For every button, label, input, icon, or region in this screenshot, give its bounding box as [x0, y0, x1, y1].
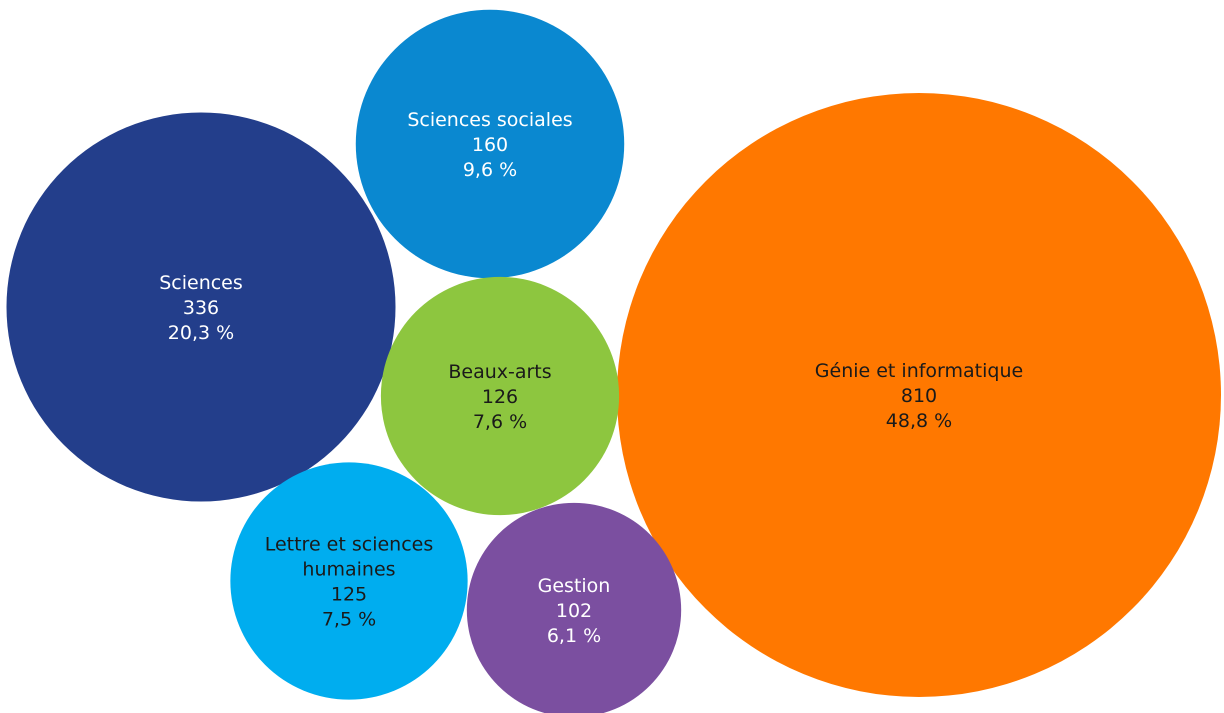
value-label-genie-et-informatique: 810 [901, 385, 937, 407]
bubble-circle-gestion [466, 502, 682, 713]
percent-label-sciences: 20,3 % [168, 322, 234, 344]
category-label-gestion: Gestion [538, 575, 611, 597]
value-label-gestion: 102 [556, 600, 592, 622]
value-label-sciences: 336 [183, 297, 219, 319]
value-label-lettre-et-sciences-humaines: 125 [331, 584, 367, 606]
value-label-beaux-arts: 126 [482, 386, 518, 408]
bubble-circle-sciences-sociales [355, 9, 625, 279]
bubble-circle-genie-et-informatique [617, 93, 1221, 697]
bubble-sciences: Sciences 336 20,3 % [6, 112, 396, 502]
value-label-sciences-sociales: 160 [472, 134, 508, 156]
bubble-beaux-arts: Beaux-arts 126 7,6 % [380, 276, 620, 516]
percent-label-beaux-arts: 7,6 % [473, 411, 527, 433]
category-label-lettre-et-sciences-humaines: Lettre et sciences [265, 534, 434, 556]
bubble-lettre-et-sciences-humaines: Lettre et sciences humaines 125 7,5 % [230, 462, 468, 700]
category-label-lettre-et-sciences-humaines: humaines [302, 559, 395, 581]
category-label-beaux-arts: Beaux-arts [448, 361, 551, 383]
percent-label-sciences-sociales: 9,6 % [463, 159, 517, 181]
percent-label-lettre-et-sciences-humaines: 7,5 % [322, 609, 376, 631]
category-label-genie-et-informatique: Génie et informatique [815, 360, 1023, 382]
percent-label-gestion: 6,1 % [547, 625, 601, 647]
bubble-sciences-sociales: Sciences sociales 160 9,6 % [355, 9, 625, 279]
bubble-circle-beaux-arts [380, 276, 620, 516]
category-label-sciences: Sciences [159, 272, 243, 294]
bubble-circle-sciences [6, 112, 396, 502]
bubble-genie-et-informatique: Génie et informatique 810 48,8 % [617, 93, 1221, 697]
category-label-sciences-sociales: Sciences sociales [407, 109, 572, 131]
bubble-gestion: Gestion 102 6,1 % [466, 502, 682, 713]
percent-label-genie-et-informatique: 48,8 % [886, 410, 952, 432]
bubble-circle-lettre-et-sciences-humaines [230, 462, 468, 700]
